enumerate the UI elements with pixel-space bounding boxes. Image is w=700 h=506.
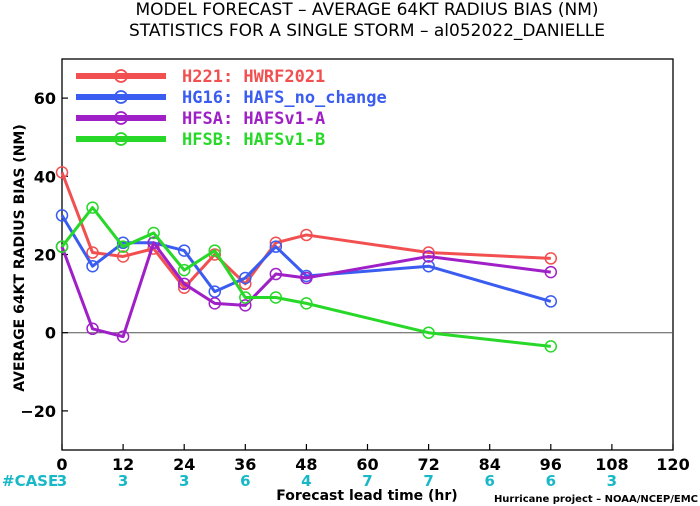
x-tick-label: 12 [112, 455, 134, 474]
data-point [239, 291, 252, 304]
y-axis-ticks: −20 0 20 40 60 [20, 89, 68, 421]
x-tick-label: 48 [295, 455, 317, 474]
data-point [86, 201, 99, 214]
x-axis-label: Forecast lead time (hr) [276, 488, 457, 504]
y-tick-label: 40 [34, 167, 56, 186]
data-point [422, 250, 435, 263]
data-point [147, 226, 160, 240]
x-tick-label: 60 [356, 455, 378, 474]
legend-marker [114, 111, 128, 125]
series-hg16 [55, 209, 558, 308]
plot-area: 0 12 24 36 48 60 72 84 96 108 120 −20 0 20 40 60 H221:… [20, 58, 690, 474]
y-tick-label: 0 [45, 324, 56, 343]
data-point [300, 271, 313, 285]
legend-label: HFSA: HAFSv1-A [182, 109, 325, 129]
data-point [269, 240, 283, 253]
legend-marker [114, 69, 128, 83]
data-point [86, 322, 99, 336]
data-point [86, 259, 99, 273]
data-point [239, 299, 252, 312]
data-point [544, 295, 558, 308]
data-point [544, 340, 558, 353]
case-count: 6 [546, 472, 556, 490]
series-hfsb [55, 201, 558, 353]
x-tick-label: 120 [656, 455, 689, 474]
data-point [422, 246, 435, 259]
x-tick-label: 0 [56, 455, 67, 474]
data-point [422, 259, 435, 273]
case-count: 3 [607, 472, 617, 490]
case-count: 7 [362, 472, 372, 490]
y-tick-label: −20 [20, 402, 56, 421]
series-line [60, 241, 551, 339]
credit-footer: Hurricane project – NOAA/NCEP/EMC [494, 494, 698, 505]
case-count: 7 [423, 472, 433, 490]
case-count: 3 [118, 472, 128, 490]
legend-marker [114, 90, 128, 104]
legend-label: HFSB: HAFSv1-B [182, 130, 325, 150]
case-count: 3 [179, 472, 189, 490]
legend-item: HG16: HAFS_no_change [76, 88, 387, 108]
y-tick-label: 20 [34, 246, 56, 265]
y-tick-label: 60 [34, 89, 56, 108]
legend-label: H221: HWRF2021 [182, 67, 325, 87]
case-count: 3 [57, 472, 67, 490]
data-point [269, 267, 283, 281]
legend-marker [114, 132, 128, 146]
x-axis-ticks: 0 12 24 36 48 60 72 84 96 108 120 [56, 444, 690, 474]
data-point [544, 252, 558, 265]
chart-subtitle: STATISTICS FOR A SINGLE STORM – al052022… [129, 21, 605, 41]
case-row-label: #CASE [2, 472, 58, 490]
x-tick-label: 36 [234, 455, 256, 474]
legend-item: H221: HWRF2021 [76, 67, 325, 87]
case-count-row: #CASE 3 3 3 6 4 7 7 6 6 3 [2, 472, 617, 490]
data-point [147, 236, 160, 250]
data-point [177, 244, 191, 257]
series-line [60, 206, 551, 348]
data-point [239, 271, 252, 285]
data-point [86, 246, 99, 259]
legend-item: HFSA: HAFSv1-A [76, 109, 325, 129]
data-point [300, 228, 313, 242]
data-point [544, 265, 558, 279]
legend-label: HG16: HAFS_no_change [182, 88, 387, 108]
case-count: 6 [484, 472, 494, 490]
x-tick-label: 108 [595, 455, 628, 474]
x-tick-label: 84 [479, 455, 501, 474]
data-point [269, 291, 283, 304]
case-count: 4 [301, 472, 311, 490]
data-point [177, 277, 191, 291]
data-point [55, 209, 69, 222]
data-point [422, 326, 435, 339]
y-axis-label: AVERAGE 64KT RADIUS BIAS (NM) [12, 124, 28, 391]
series-line [60, 171, 551, 290]
x-tick-label: 24 [173, 455, 195, 474]
chart-title: MODEL FORECAST – AVERAGE 64KT RADIUS BIA… [135, 0, 598, 20]
series-line [60, 214, 552, 303]
data-point [116, 240, 130, 253]
data-point [208, 297, 221, 310]
case-count: 6 [240, 472, 250, 490]
data-point [177, 263, 191, 277]
data-point [55, 240, 69, 253]
x-tick-label: 96 [540, 455, 562, 474]
data-point [116, 250, 130, 263]
data-point [116, 330, 130, 343]
x-tick-label: 72 [417, 455, 439, 474]
legend-item: HFSB: HAFSv1-B [76, 130, 325, 150]
data-point [55, 166, 69, 179]
data-point [300, 297, 313, 310]
data-point [208, 244, 221, 257]
series-layer [55, 166, 558, 353]
